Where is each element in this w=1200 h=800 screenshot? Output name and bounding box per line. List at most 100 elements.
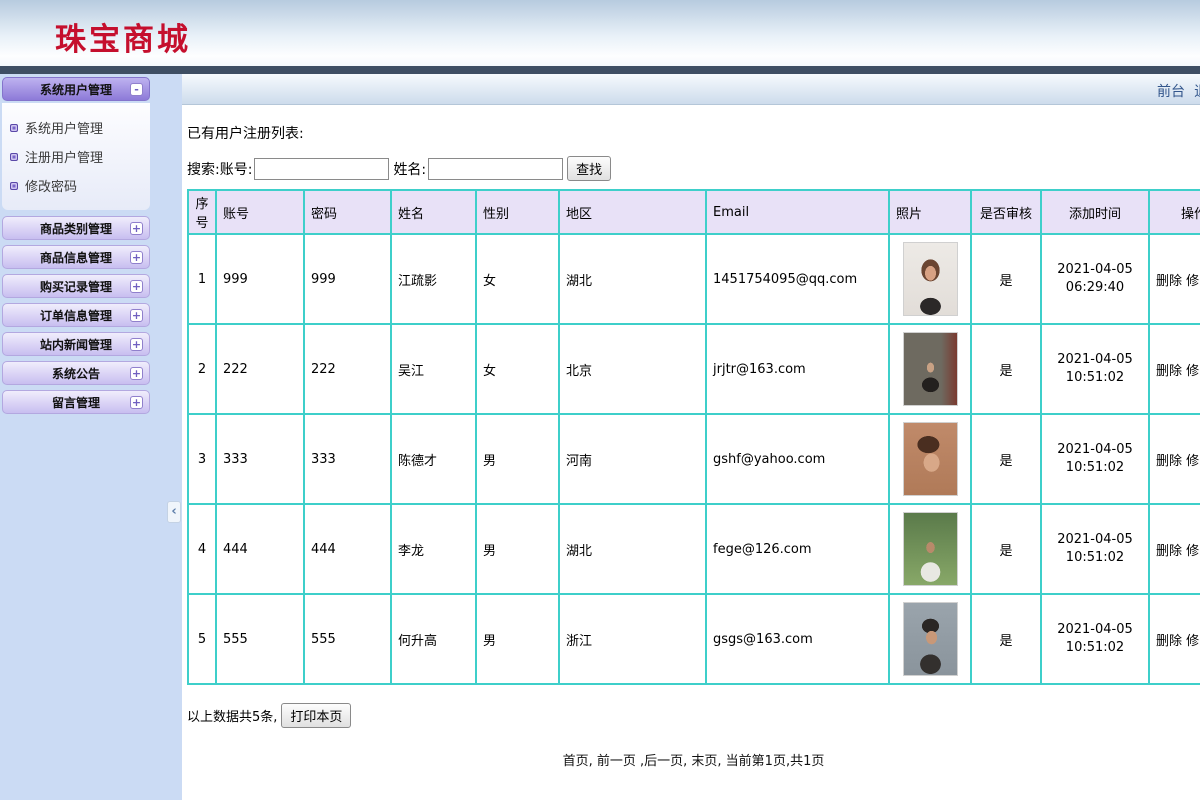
cell-actions[interactable]: 删除 修改 <box>1148 323 1200 415</box>
col-no: 序号 <box>187 189 217 235</box>
add-date: 2021-04-05 <box>1057 622 1133 638</box>
col-photo: 照片 <box>888 189 972 235</box>
col-audited: 是否审核 <box>970 189 1042 235</box>
add-date: 2021-04-05 <box>1057 262 1133 278</box>
cell-gender: 女 <box>475 233 560 325</box>
cell-email: gsgs@163.com <box>705 593 890 685</box>
logout-link[interactable]: 退出 <box>1194 84 1200 100</box>
minus-icon[interactable]: - <box>130 83 143 96</box>
account-search-input[interactable] <box>254 157 390 180</box>
cell-audited: 是 <box>970 413 1042 505</box>
user-photo <box>902 242 958 316</box>
cell-email: gshf@yahoo.com <box>705 413 890 505</box>
cell-name: 何升高 <box>390 593 477 685</box>
table-row: 1 999 999 江疏影 女 湖北 1451754095@qq.com <box>187 233 1200 325</box>
cell-account: 999 <box>215 233 305 325</box>
col-region: 地区 <box>558 189 707 235</box>
frontend-link[interactable]: 前台 <box>1157 84 1185 100</box>
cell-actions[interactable]: 删除 修改 <box>1148 233 1200 325</box>
col-password: 密码 <box>303 189 392 235</box>
content-topbar: 前台 退出 <box>182 74 1200 105</box>
cell-password: 333 <box>303 413 392 505</box>
content-body: 已有用户注册列表: 搜索:账号: 姓名: 查找 序号 <box>182 105 1200 800</box>
sidebar-panel-closed[interactable]: 商品类别管理 + <box>2 216 150 240</box>
col-account: 账号 <box>215 189 305 235</box>
cell-photo <box>888 593 972 685</box>
cell-name: 吴江 <box>390 323 477 415</box>
sidebar-collapse-handle[interactable]: ‹ <box>167 501 181 523</box>
sidebar-panel-label: 购买记录管理 <box>39 279 112 294</box>
user-photo <box>902 512 958 586</box>
users-table: 序号 账号 密码 姓名 性别 地区 Email 照片 是否审核 添加时间 操作 <box>187 189 1200 685</box>
add-time: 06:29:40 <box>1065 280 1125 295</box>
sidebar-subpanel: 系统用户管理 注册用户管理 修改密码 <box>2 103 150 210</box>
sidebar-panel-closed[interactable]: 留言管理 + <box>2 390 150 414</box>
sidebar-subitem[interactable]: 修改密码 <box>10 171 150 200</box>
table-row: 4 444 444 李龙 男 湖北 fege@126.com 是 <box>187 503 1200 595</box>
add-time: 10:51:02 <box>1065 550 1125 565</box>
cell-gender: 女 <box>475 323 560 415</box>
add-time: 10:51:02 <box>1065 370 1125 385</box>
cell-actions[interactable]: 删除 修改 <box>1148 503 1200 595</box>
bullet-icon <box>10 181 18 190</box>
cell-photo <box>888 413 972 505</box>
sidebar-subitem[interactable]: 注册用户管理 <box>10 142 150 171</box>
sidebar-subitem[interactable]: 系统用户管理 <box>10 113 150 142</box>
cell-addtime: 2021-04-05 10:51:02 <box>1040 323 1150 415</box>
plus-icon[interactable]: + <box>130 396 143 409</box>
cell-no: 4 <box>187 503 217 595</box>
cell-name: 陈德才 <box>390 413 477 505</box>
search-button[interactable]: 查找 <box>567 156 612 181</box>
sidebar-panel-label: 站内新闻管理 <box>39 337 112 352</box>
bullet-icon <box>10 152 18 161</box>
cell-photo <box>888 233 972 325</box>
cell-gender: 男 <box>475 413 560 505</box>
topbar-links: 前台 退出 <box>1157 81 1200 101</box>
add-time: 10:51:02 <box>1065 640 1125 655</box>
plus-icon[interactable]: + <box>130 367 143 380</box>
col-addtime: 添加时间 <box>1040 189 1150 235</box>
sidebar-panel-closed[interactable]: 订单信息管理 + <box>2 303 150 327</box>
plus-icon[interactable]: + <box>130 280 143 293</box>
cell-gender: 男 <box>475 503 560 595</box>
sidebar-panel-closed[interactable]: 商品信息管理 + <box>2 245 150 269</box>
cell-addtime: 2021-04-05 10:51:02 <box>1040 593 1150 685</box>
sidebar-panel-closed[interactable]: 购买记录管理 + <box>2 274 150 298</box>
cell-no: 2 <box>187 323 217 415</box>
cell-region: 湖北 <box>558 503 707 595</box>
add-time: 10:51:02 <box>1065 460 1125 475</box>
pagination[interactable]: 首页, 前一页 ,后一页, 末页, 当前第1页,共1页 <box>562 754 825 769</box>
user-photo <box>902 602 958 676</box>
cell-actions[interactable]: 删除 修改 <box>1148 413 1200 505</box>
cell-actions[interactable]: 删除 修改 <box>1148 593 1200 685</box>
sidebar-panel-open[interactable]: 系统用户管理 - <box>2 77 150 101</box>
add-date: 2021-04-05 <box>1057 352 1133 368</box>
cell-addtime: 2021-04-05 10:51:02 <box>1040 503 1150 595</box>
cell-audited: 是 <box>970 593 1042 685</box>
cell-addtime: 2021-04-05 06:29:40 <box>1040 233 1150 325</box>
cell-no: 1 <box>187 233 217 325</box>
col-email: Email <box>705 189 890 235</box>
cell-region: 河南 <box>558 413 707 505</box>
table-row: 2 222 222 吴江 女 北京 jrjtr@163.com 是 <box>187 323 1200 415</box>
table-row: 3 333 333 陈德才 男 河南 gshf@yahoo.com 是 <box>187 413 1200 505</box>
plus-icon[interactable]: + <box>130 309 143 322</box>
table-footer: 以上数据共5条, 打印本页 <box>187 703 1200 728</box>
cell-name: 江疏影 <box>390 233 477 325</box>
name-search-input[interactable] <box>428 157 564 180</box>
cell-account: 444 <box>215 503 305 595</box>
sidebar-panel-label: 系统公告 <box>51 366 100 381</box>
col-gender: 性别 <box>475 189 560 235</box>
plus-icon[interactable]: + <box>130 251 143 264</box>
plus-icon[interactable]: + <box>130 338 143 351</box>
plus-icon[interactable]: + <box>130 222 143 235</box>
main-content: 前台 退出 已有用户注册列表: 搜索:账号: 姓名: 查找 <box>182 74 1200 800</box>
cell-name: 李龙 <box>390 503 477 595</box>
sidebar-panel-closed[interactable]: 系统公告 + <box>2 361 150 385</box>
header-divider-bar <box>0 66 1200 74</box>
cell-region: 北京 <box>558 323 707 415</box>
print-button[interactable]: 打印本页 <box>281 703 352 728</box>
add-date: 2021-04-05 <box>1057 442 1133 458</box>
cell-email: 1451754095@qq.com <box>705 233 890 325</box>
sidebar-panel-closed[interactable]: 站内新闻管理 + <box>2 332 150 356</box>
